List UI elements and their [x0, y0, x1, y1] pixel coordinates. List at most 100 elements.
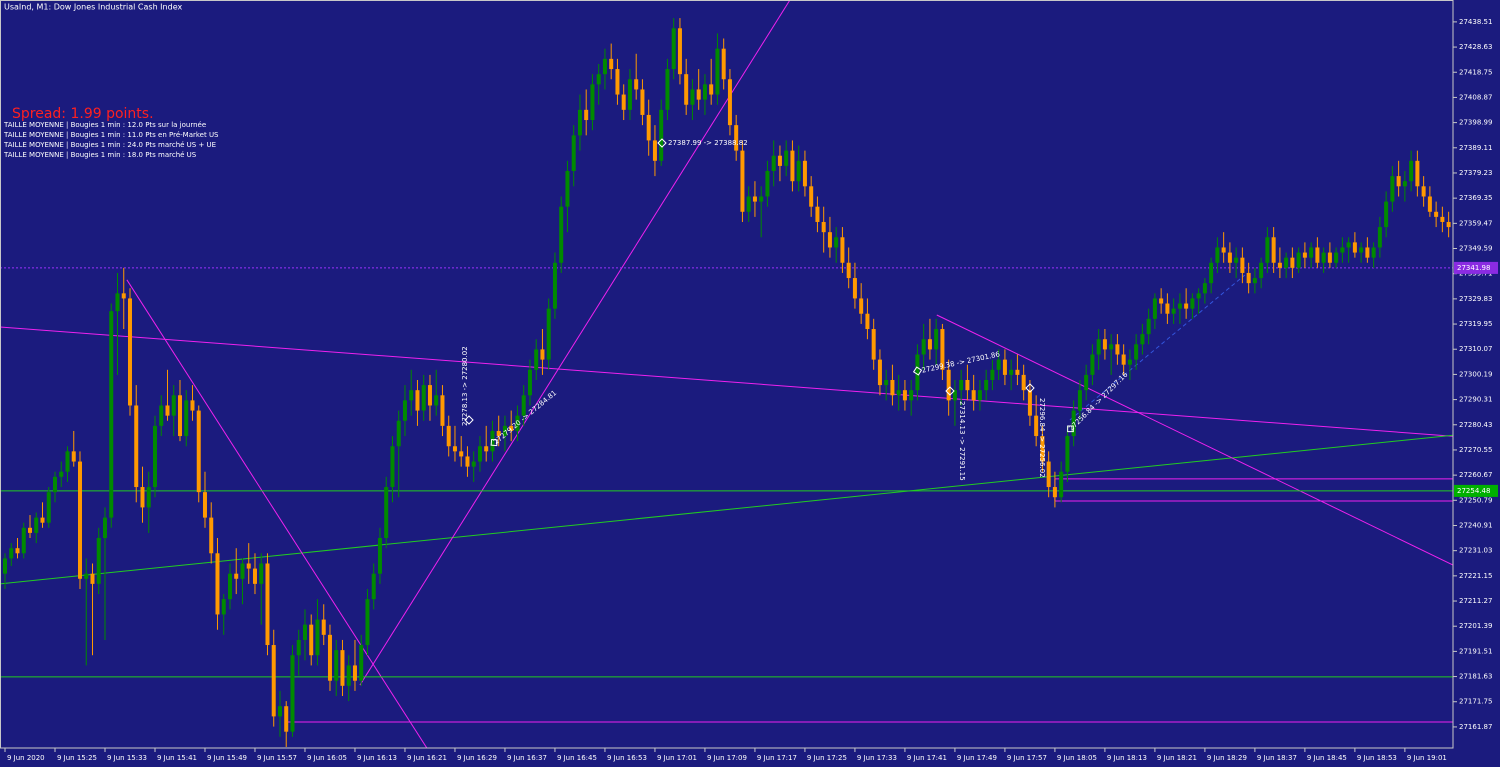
- candle-body: [1071, 410, 1076, 437]
- candle-body: [702, 84, 707, 100]
- candle-body: [221, 599, 226, 615]
- x-tick-label: 9 Jun 18:53: [1357, 754, 1397, 762]
- candle-body: [321, 619, 326, 635]
- candle-body: [1209, 262, 1214, 284]
- drawings: [0, 0, 1453, 748]
- anchor-marker: [912, 366, 923, 376]
- price-label-box: [1454, 484, 1498, 497]
- candle-body: [677, 28, 682, 75]
- candle-body: [771, 155, 776, 172]
- y-tick-label: 27201.39: [1459, 622, 1492, 630]
- anchor-marker: [464, 415, 474, 425]
- candle-body: [1240, 257, 1245, 273]
- candle-body: [484, 446, 489, 452]
- candle-body: [1234, 257, 1239, 263]
- candle-body: [327, 634, 332, 681]
- candle-body: [434, 395, 439, 406]
- x-tick-label: 9 Jun 17:33: [857, 754, 897, 762]
- candle-body: [377, 537, 382, 574]
- x-tick-label: 9 Jun 17:49: [957, 754, 997, 762]
- x-tick-label: 9 Jun 16:53: [607, 754, 647, 762]
- candle-body: [671, 28, 676, 70]
- annotation: 27387.99 -> 27388.82: [668, 139, 748, 147]
- candle-body: [846, 262, 851, 279]
- candle-body: [1152, 298, 1157, 319]
- candle-body: [690, 89, 695, 105]
- y-tick-label: 27240.91: [1459, 521, 1492, 529]
- y-tick-label: 27418.75: [1459, 68, 1492, 76]
- candle-body: [309, 624, 314, 656]
- candle-body: [96, 537, 101, 584]
- candle-body: [1390, 176, 1395, 202]
- candle-body: [715, 48, 720, 95]
- candle-body: [665, 69, 670, 110]
- candle-body: [1271, 237, 1276, 263]
- x-tick-label: 9 Jun 17:25: [807, 754, 847, 762]
- y-tick-label: 27191.51: [1459, 647, 1492, 655]
- candle-body: [415, 390, 420, 411]
- candle-body: [984, 379, 989, 391]
- candle-body: [496, 430, 501, 437]
- candle-body: [159, 405, 164, 426]
- candle-body: [290, 655, 295, 732]
- candle-body: [296, 639, 301, 656]
- candle-body: [952, 390, 957, 401]
- candle-body: [359, 645, 364, 681]
- candle-body: [21, 527, 26, 554]
- candle-body: [1346, 242, 1351, 248]
- candle-body: [734, 125, 739, 151]
- trend-line: [936, 314, 1453, 566]
- candle-body: [271, 645, 276, 717]
- candle-body: [1340, 247, 1345, 253]
- candle-body: [46, 492, 51, 523]
- candle-body: [190, 400, 195, 411]
- candle-body: [240, 563, 245, 579]
- candle-body: [1371, 247, 1376, 258]
- candle-body: [1184, 303, 1189, 309]
- x-tick-label: 9 Jun 15:25: [57, 754, 97, 762]
- candle-body: [315, 619, 320, 656]
- candle-body: [102, 517, 107, 538]
- annotation: 27278.13 -> 27280.02: [461, 346, 469, 426]
- candle-body: [140, 487, 145, 508]
- candle-body: [471, 461, 476, 467]
- candle-body: [1102, 339, 1107, 350]
- price-label: 27254.48: [1457, 487, 1490, 495]
- x-tick-label: 9 Jun 15:49: [207, 754, 247, 762]
- candle-body: [971, 390, 976, 401]
- x-tick-label: 9 Jun 18:37: [1257, 754, 1297, 762]
- trend-line: [359, 0, 791, 686]
- x-tick-label: 9 Jun 18:29: [1207, 754, 1247, 762]
- y-tick-label: 27408.87: [1459, 93, 1492, 101]
- y-tick-label: 27379.23: [1459, 169, 1492, 177]
- candle-body: [1046, 461, 1051, 488]
- candle-body: [459, 451, 464, 457]
- candle-body: [1252, 278, 1257, 284]
- x-tick-label: 9 Jun 18:13: [1107, 754, 1147, 762]
- candle-body: [640, 89, 645, 115]
- candle-body: [121, 293, 126, 299]
- candle-body: [115, 293, 120, 312]
- candle-body: [84, 573, 89, 579]
- candles: [2, 18, 1451, 747]
- candle-body: [1221, 247, 1226, 253]
- y-tick-label: 27280.43: [1459, 421, 1492, 429]
- chart-title: UsaInd, M1: Dow Jones Industrial Cash In…: [4, 3, 182, 12]
- candle-body: [1327, 252, 1332, 263]
- y-tick-label: 27329.83: [1459, 295, 1492, 303]
- candle-body: [1321, 252, 1326, 263]
- y-tick-label: 27389.11: [1459, 144, 1492, 152]
- candle-body: [1446, 221, 1451, 228]
- candle-body: [977, 390, 982, 401]
- candle-body: [759, 196, 764, 202]
- candle-body: [852, 278, 857, 299]
- candle-body: [1377, 227, 1382, 248]
- candle-body: [1121, 354, 1126, 365]
- candle-body: [527, 369, 532, 396]
- candle-body: [440, 395, 445, 426]
- candle-body: [584, 109, 589, 121]
- candle-body: [1284, 257, 1289, 268]
- candle-body: [146, 487, 151, 508]
- candle-body: [265, 563, 270, 646]
- candle-body: [809, 186, 814, 207]
